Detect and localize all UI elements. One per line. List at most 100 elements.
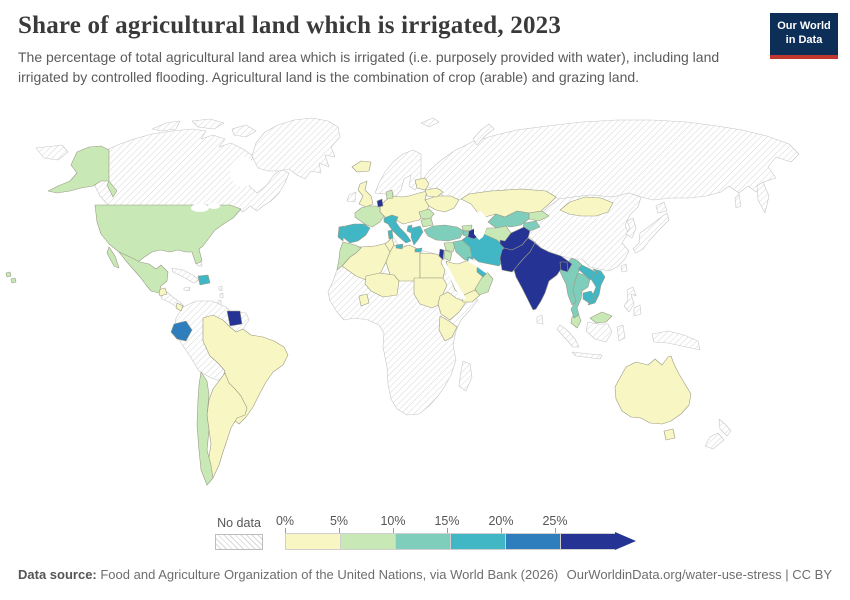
- country-usa-hawaii[interactable]: [5, 271, 12, 278]
- country-russia-sakhalin[interactable]: [734, 193, 742, 209]
- country-russia[interactable]: [420, 119, 800, 203]
- chart-title: Share of agricultural land which is irri…: [18, 12, 562, 39]
- country-madagascar[interactable]: [458, 360, 473, 392]
- country-australia[interactable]: [614, 355, 692, 425]
- country-netherlands[interactable]: [376, 198, 384, 208]
- country-canadian-arctic[interactable]: [231, 124, 257, 138]
- legend-bin-5-10[interactable]: [340, 533, 395, 550]
- country-greece[interactable]: [410, 225, 424, 246]
- country-india[interactable]: [513, 242, 573, 311]
- country-morocco[interactable]: [336, 241, 362, 271]
- country-ethiopia[interactable]: [437, 291, 467, 321]
- country-indonesia-borneo[interactable]: [585, 321, 613, 343]
- hudson-bay: [230, 157, 256, 187]
- data-source: Data source: Food and Agriculture Organi…: [18, 567, 558, 582]
- country-russia-novaya-zemlya[interactable]: [472, 123, 495, 146]
- country-mexico[interactable]: [118, 251, 169, 294]
- country-yemen[interactable]: [461, 289, 481, 303]
- owid-credit-link[interactable]: OurWorldinData.org/water-use-stress | CC…: [566, 567, 832, 582]
- country-iceland[interactable]: [351, 160, 372, 173]
- country-burkina-faso[interactable]: [358, 293, 370, 307]
- legend-tick-mark: [339, 528, 340, 533]
- country-albania[interactable]: [406, 224, 413, 234]
- country-mexico-baja[interactable]: [106, 246, 120, 269]
- country-australia-tasmania[interactable]: [663, 428, 676, 441]
- country-italy-sardinia[interactable]: [387, 229, 394, 240]
- country-sri-lanka[interactable]: [536, 314, 544, 325]
- country-italy-sicily[interactable]: [395, 243, 404, 250]
- country-ukraine[interactable]: [424, 195, 460, 213]
- country-china[interactable]: [527, 192, 642, 272]
- country-japan[interactable]: [632, 212, 670, 254]
- country-france[interactable]: [354, 205, 385, 228]
- legend-bin-20-25[interactable]: [505, 533, 560, 550]
- country-indonesia-sulawesi[interactable]: [616, 324, 626, 342]
- legend-bin-25-plus[interactable]: [560, 533, 615, 550]
- data-source-text: Food and Agriculture Organization of the…: [96, 567, 559, 582]
- country-guatemala[interactable]: [157, 287, 168, 297]
- country-romania[interactable]: [418, 208, 435, 221]
- country-kenya[interactable]: [438, 315, 458, 342]
- country-bulgaria[interactable]: [420, 217, 434, 228]
- country-greece-crete[interactable]: [414, 247, 423, 253]
- country-turkey[interactable]: [423, 224, 465, 242]
- legend-bin-15-20[interactable]: [450, 533, 505, 550]
- country-canadian-arctic-icon[interactable]: [151, 120, 181, 132]
- country-cuba[interactable]: [171, 267, 200, 284]
- legend-tick-1: 5%: [329, 514, 349, 528]
- no-data-swatch[interactable]: [215, 534, 263, 550]
- country-bangladesh[interactable]: [559, 261, 569, 273]
- country-lesser-antilles[interactable]: [219, 292, 224, 299]
- country-costa-rica[interactable]: [175, 302, 184, 312]
- country-united-kingdom[interactable]: [357, 180, 374, 208]
- country-mongolia[interactable]: [559, 196, 614, 217]
- country-spain[interactable]: [341, 223, 371, 244]
- country-portugal[interactable]: [337, 225, 345, 242]
- country-chile[interactable]: [196, 371, 214, 486]
- map-legend: No data 0% 5% 10% 15% 20% 25%: [0, 514, 850, 558]
- country-denmark[interactable]: [385, 189, 394, 200]
- country-israel[interactable]: [438, 248, 445, 261]
- country-united-states[interactable]: [94, 204, 242, 265]
- country-niger[interactable]: [364, 272, 400, 298]
- country-italy[interactable]: [383, 214, 412, 244]
- legend-no-data[interactable]: No data: [215, 516, 263, 550]
- country-syria[interactable]: [443, 241, 457, 253]
- country-dominican-republic[interactable]: [197, 274, 211, 286]
- country-vietnam[interactable]: [587, 268, 606, 306]
- legend-bin-10-15[interactable]: [395, 533, 450, 550]
- country-jamaica[interactable]: [183, 286, 191, 292]
- country-suriname[interactable]: [226, 310, 243, 327]
- region-baltic-states[interactable]: [414, 177, 430, 191]
- country-taiwan[interactable]: [620, 263, 628, 273]
- country-lesser-antilles[interactable]: [218, 285, 223, 292]
- country-russia-chukotka[interactable]: [35, 144, 69, 161]
- owid-logo-line2: in Data: [785, 34, 823, 46]
- country-canadian-arctic[interactable]: [191, 118, 225, 130]
- country-indonesia-java[interactable]: [571, 351, 603, 360]
- country-usa-alaska[interactable]: [47, 145, 110, 194]
- country-cambodia[interactable]: [582, 290, 596, 304]
- country-russia-kamchatka[interactable]: [756, 181, 770, 214]
- country-papua-new-guinea[interactable]: [651, 330, 701, 351]
- legend-bin-0-5[interactable]: [285, 533, 340, 550]
- country-scandinavia[interactable]: [374, 149, 422, 198]
- country-new-zealand[interactable]: [718, 418, 732, 437]
- country-japan-hokkaido[interactable]: [655, 201, 668, 214]
- country-new-zealand[interactable]: [704, 432, 725, 450]
- country-usa-alaska[interactable]: [106, 180, 118, 198]
- country-uzbekistan[interactable]: [487, 210, 530, 229]
- country-jordan[interactable]: [443, 249, 453, 262]
- country-belarus[interactable]: [424, 187, 444, 198]
- country-philippines[interactable]: [633, 304, 642, 317]
- country-svalbard[interactable]: [420, 117, 440, 128]
- country-korea[interactable]: [625, 217, 637, 239]
- country-ecuador[interactable]: [170, 320, 193, 342]
- country-greenland[interactable]: [251, 117, 341, 180]
- country-ireland[interactable]: [346, 191, 357, 203]
- country-philippines[interactable]: [623, 286, 637, 313]
- country-malaysia-borneo[interactable]: [589, 311, 613, 324]
- owid-logo[interactable]: Our World in Data: [770, 13, 838, 59]
- country-indonesia-sumatra[interactable]: [556, 324, 580, 348]
- country-usa-hawaii[interactable]: [10, 277, 17, 284]
